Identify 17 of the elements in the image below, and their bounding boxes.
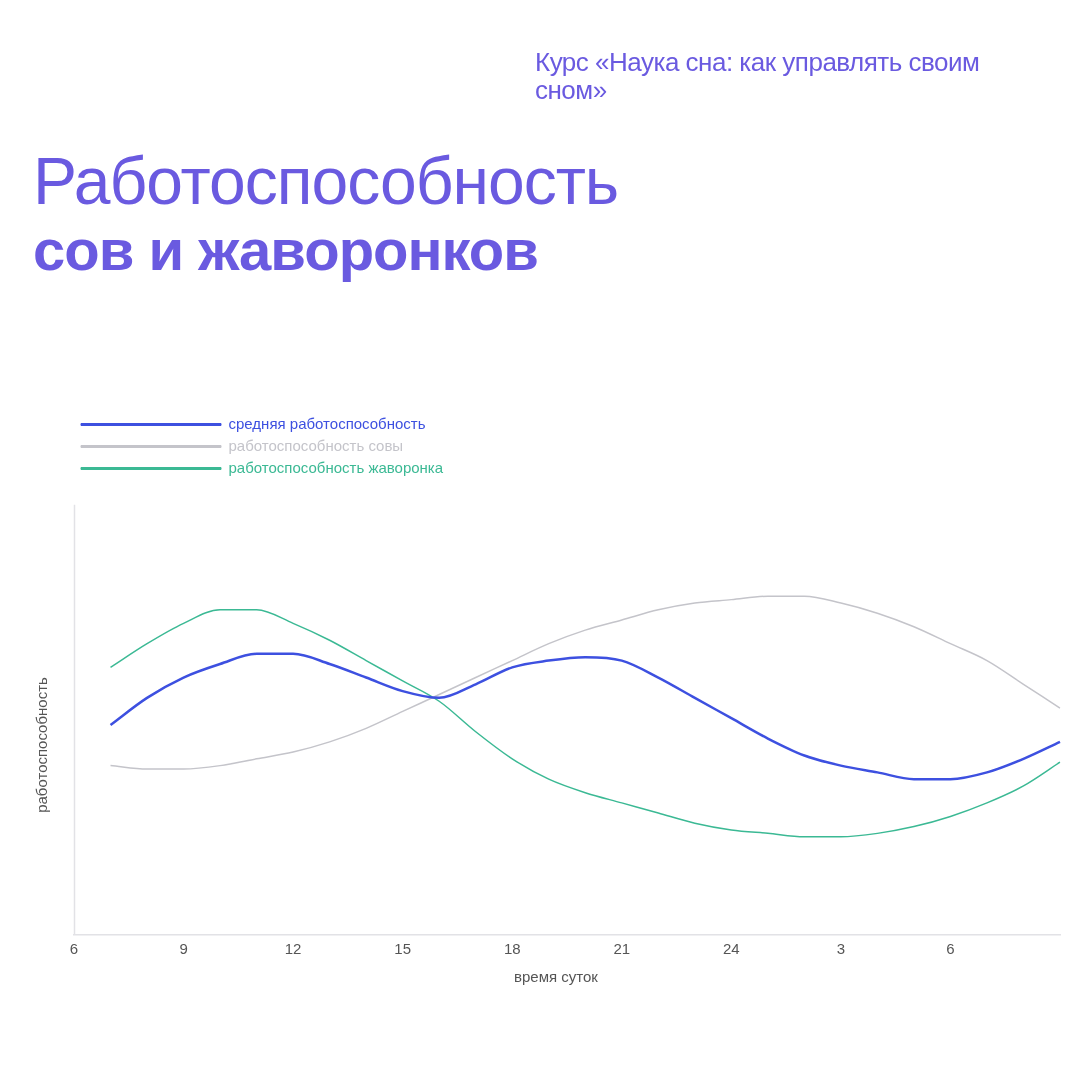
- x-tick-label: 6: [946, 940, 955, 958]
- chart-title: Работоспособность: [33, 144, 619, 218]
- x-axis-title: время суток: [514, 968, 598, 985]
- x-tick-label: 9: [179, 940, 188, 958]
- x-tick-label: 18: [503, 940, 521, 958]
- x-tick-label: 15: [394, 940, 412, 958]
- x-tick-label: 6: [69, 940, 79, 958]
- text: Курс «Наука сна: как управлять своим сном»: [535, 47, 981, 105]
- text: работоспособность совы: [228, 436, 404, 454]
- chart-subtitle: сов и жаворонков: [33, 216, 538, 283]
- text: работоспособность жаворонка: [228, 458, 444, 476]
- x-tick-label: 3: [836, 940, 846, 958]
- x-tick-label: 24: [722, 940, 740, 958]
- x-tick-label: 21: [613, 940, 631, 958]
- text: средняя работоспособность: [228, 414, 426, 432]
- y-axis-title: работоспособность: [32, 677, 50, 813]
- x-tick-label: 12: [284, 940, 302, 958]
